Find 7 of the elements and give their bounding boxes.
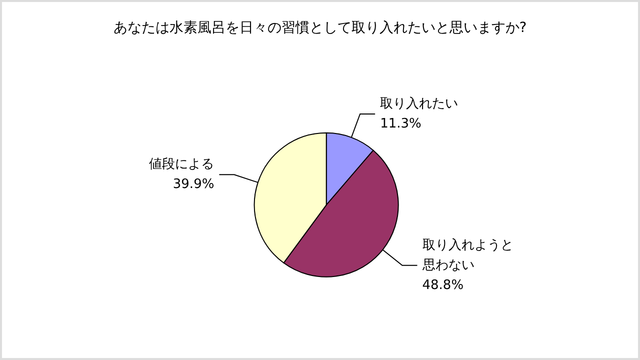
- data-label: 48.8%: [422, 278, 464, 293]
- slice-label: 値段による: [149, 157, 214, 172]
- chart-title: あなたは水素風呂を日々の習慣として取り入れたいと思いますか?: [113, 20, 527, 36]
- slice-label: 取り入れたい: [380, 96, 458, 112]
- slice-label: 取り入れようと思わない: [421, 238, 514, 273]
- data-label: 39.9%: [172, 177, 214, 192]
- data-label: 11.3%: [380, 116, 422, 132]
